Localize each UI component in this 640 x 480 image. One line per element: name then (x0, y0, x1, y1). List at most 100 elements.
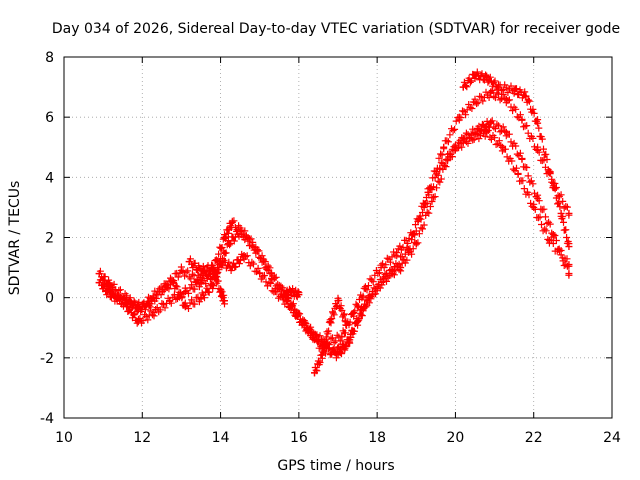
data-point (404, 246, 412, 254)
data-point (197, 267, 205, 275)
data-point (338, 333, 346, 341)
data-point (483, 74, 491, 82)
series-markers (99, 126, 573, 362)
data-point (389, 267, 397, 275)
y-tick-label: 6 (45, 110, 54, 126)
data-point (217, 258, 225, 266)
y-tick-label: -4 (40, 411, 54, 427)
series-trace-6 (311, 294, 350, 377)
x-tick-label: 14 (212, 430, 230, 446)
data-point (240, 252, 248, 260)
data-point (393, 249, 401, 257)
grid (64, 57, 612, 418)
series-trace-3 (99, 126, 573, 362)
data-point (220, 234, 228, 241)
data-point (565, 270, 573, 278)
data-point (342, 318, 350, 326)
data-point (549, 230, 557, 238)
y-axis-label: SDTVAR / TECUs (7, 181, 23, 296)
y-tick-label: 8 (45, 50, 54, 66)
data-point (220, 297, 228, 305)
data-point (138, 303, 146, 311)
data-point (436, 164, 444, 172)
data-point (256, 270, 264, 278)
data-point (150, 309, 158, 317)
plot-frame (63, 56, 613, 419)
data-point (217, 288, 225, 296)
data-point (287, 288, 295, 296)
data-point (224, 240, 232, 248)
series-trace-7 (279, 285, 303, 301)
data-point (565, 243, 573, 251)
data-point (209, 264, 217, 272)
data-point (252, 246, 260, 254)
data-point (181, 303, 189, 311)
data-point (361, 285, 369, 293)
x-tick-label: 24 (603, 430, 621, 446)
data-point (95, 279, 103, 287)
data-point (440, 143, 448, 151)
data-point (475, 125, 483, 133)
data-point (154, 288, 162, 296)
data-point (318, 351, 326, 359)
data-point (502, 128, 510, 136)
data-point (267, 270, 275, 278)
data-point (228, 264, 236, 272)
data-point (518, 116, 526, 124)
data-point (534, 119, 542, 127)
x-tick-label: 20 (447, 430, 465, 446)
data-point (134, 318, 142, 326)
x-axis-label: GPS time / hours (277, 458, 394, 474)
data-point (197, 279, 205, 287)
data-point (451, 143, 459, 151)
data-point (279, 291, 287, 299)
data-point (522, 92, 530, 100)
data-point (530, 203, 538, 211)
data-point (545, 237, 553, 245)
data-point (514, 170, 522, 178)
data-point (346, 336, 354, 344)
data-point (99, 285, 107, 293)
data-point (185, 258, 193, 266)
series-trace-5 (185, 255, 228, 308)
x-tick-label: 18 (368, 430, 386, 446)
data-point (181, 288, 189, 296)
data-point (326, 318, 334, 326)
data-point (318, 345, 326, 353)
data-point (498, 143, 506, 151)
data-point (534, 146, 542, 154)
data-point (467, 134, 475, 142)
data-point (487, 119, 495, 127)
data-point (565, 261, 573, 269)
data-point (455, 113, 463, 121)
data-point (502, 95, 510, 103)
data-point (420, 203, 428, 211)
series-trace-4 (459, 68, 573, 251)
data-point (557, 209, 565, 217)
data-point (397, 264, 405, 272)
data-point (487, 89, 495, 97)
data-point (228, 218, 236, 226)
data-point (534, 194, 542, 202)
data-point (334, 351, 342, 359)
data-point (166, 297, 174, 305)
data-point (170, 279, 178, 287)
data-point (350, 309, 358, 317)
data-point (412, 240, 420, 248)
data-point (111, 294, 119, 302)
y-tick-label: 0 (45, 291, 54, 307)
x-tick-label: 16 (290, 430, 308, 446)
data-point (303, 324, 311, 332)
y-tick-label: -2 (40, 351, 54, 367)
data-point (177, 267, 185, 275)
data-point (471, 98, 479, 106)
data-point (565, 209, 573, 217)
data-point (95, 270, 103, 278)
data-point (295, 291, 303, 299)
data-point (209, 282, 217, 290)
data-point (545, 167, 553, 175)
data-series (95, 68, 573, 377)
data-point (428, 197, 436, 205)
